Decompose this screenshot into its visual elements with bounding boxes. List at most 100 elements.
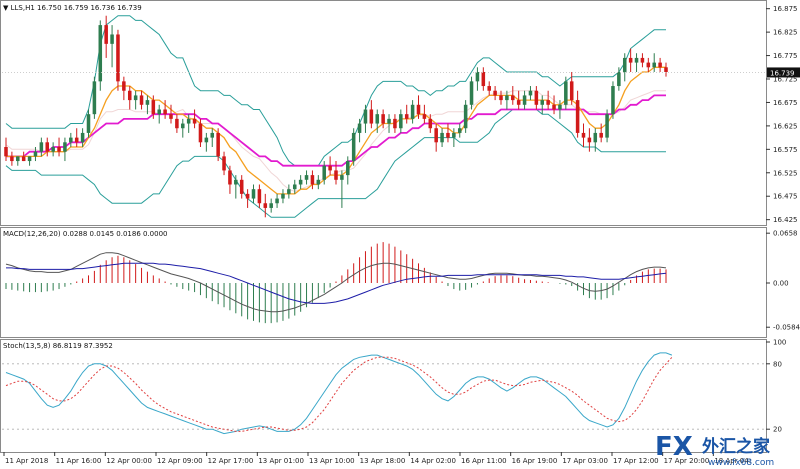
candle-body <box>304 175 309 180</box>
candle-body <box>599 132 603 138</box>
candle-body <box>151 100 156 115</box>
price-tick-label: 16.425 <box>773 216 798 224</box>
stoch-y-axis: 100 80 20 <box>2 339 786 434</box>
macd-signal-line <box>6 262 667 304</box>
candle <box>110 25 114 68</box>
candle-body <box>257 189 262 204</box>
candle <box>569 71 574 105</box>
macd-y-axis: 0.0658 0.00 -0.0584 <box>766 230 800 332</box>
candle <box>16 156 20 166</box>
candle <box>322 161 326 185</box>
candle-body <box>86 114 91 133</box>
candle-body <box>428 118 433 129</box>
candle <box>222 151 226 176</box>
candle-body <box>499 95 503 101</box>
candle-body <box>310 175 315 185</box>
candle <box>375 109 380 133</box>
candle <box>181 118 185 138</box>
candle-body <box>269 203 273 208</box>
time-tick-label: 18 Apr 04: <box>714 457 751 465</box>
candle <box>363 104 368 133</box>
candle <box>605 109 609 143</box>
candle <box>86 109 91 138</box>
candle <box>575 90 580 138</box>
candle-body <box>664 67 668 72</box>
candle-body <box>346 161 350 176</box>
candle <box>351 128 356 166</box>
candle <box>163 100 167 119</box>
price-tick-label: 16.475 <box>773 193 798 201</box>
candle-body <box>387 118 391 124</box>
candle-body <box>481 71 486 87</box>
candle <box>186 114 191 133</box>
candle <box>57 137 61 157</box>
candle-body <box>198 123 203 143</box>
candle-body <box>234 179 238 185</box>
stoch-tick-label: 20 <box>773 426 782 434</box>
candle <box>175 114 179 133</box>
candle-body <box>410 104 415 119</box>
candle <box>528 86 533 101</box>
price-tick-label: 16.825 <box>773 29 798 37</box>
candle <box>416 95 421 119</box>
price-tick-label: 16.625 <box>773 122 798 130</box>
candle-body <box>222 156 226 171</box>
candle <box>552 95 556 115</box>
price-y-axis: 16.875 16.825 16.775 16.725 16.675 16.625 16.5… <box>766 5 798 224</box>
candle-body <box>593 132 598 143</box>
candle-body <box>133 95 138 101</box>
candle-body <box>210 132 215 138</box>
candle-body <box>4 146 8 157</box>
candle-body <box>605 114 609 138</box>
candle <box>393 114 397 133</box>
candle <box>74 128 79 147</box>
candle-body <box>457 128 462 133</box>
candle <box>440 128 444 147</box>
candle-body <box>69 137 73 143</box>
candle <box>346 156 350 185</box>
candle-body <box>446 132 450 138</box>
candle-body <box>440 132 444 143</box>
candle <box>381 109 385 129</box>
time-tick-label: 14 Apr 02:00 <box>410 457 456 465</box>
watermark-brand: FX <box>655 432 693 462</box>
candle-body <box>263 203 268 208</box>
candle-body <box>80 132 85 143</box>
candle-body <box>575 100 580 133</box>
candle <box>546 90 550 110</box>
candle-body <box>399 114 403 129</box>
stoch-k-line <box>5 352 673 435</box>
candle <box>593 128 598 152</box>
candle <box>204 132 209 152</box>
candle-body <box>228 170 232 185</box>
candle-body <box>516 100 521 105</box>
candle-body <box>74 137 79 143</box>
candle <box>599 123 603 143</box>
candle-body <box>251 189 256 199</box>
candle-body <box>139 95 144 105</box>
candle-body <box>63 142 67 152</box>
time-tick-label: 17 Apr 12:00 <box>613 457 659 465</box>
candle-body <box>104 25 108 44</box>
candle <box>127 86 132 110</box>
candle-body <box>587 137 592 143</box>
candle <box>452 128 456 147</box>
candle-body <box>175 118 179 129</box>
candle <box>475 67 480 91</box>
candle-body <box>628 57 633 63</box>
candle <box>387 114 391 133</box>
candle-body <box>51 146 55 152</box>
candle-body <box>275 198 279 204</box>
candle-body <box>475 71 480 82</box>
candle-body <box>16 156 20 162</box>
candle <box>92 76 97 119</box>
candle-body <box>33 151 38 157</box>
candle-body <box>581 132 586 138</box>
time-tick-label: 12 Apr 17:00 <box>208 457 254 465</box>
candle <box>122 76 126 101</box>
candle <box>481 67 486 91</box>
candle <box>422 104 427 124</box>
stoch-tick-label: 80 <box>773 360 782 368</box>
price-tick-label: 16.675 <box>773 99 798 107</box>
